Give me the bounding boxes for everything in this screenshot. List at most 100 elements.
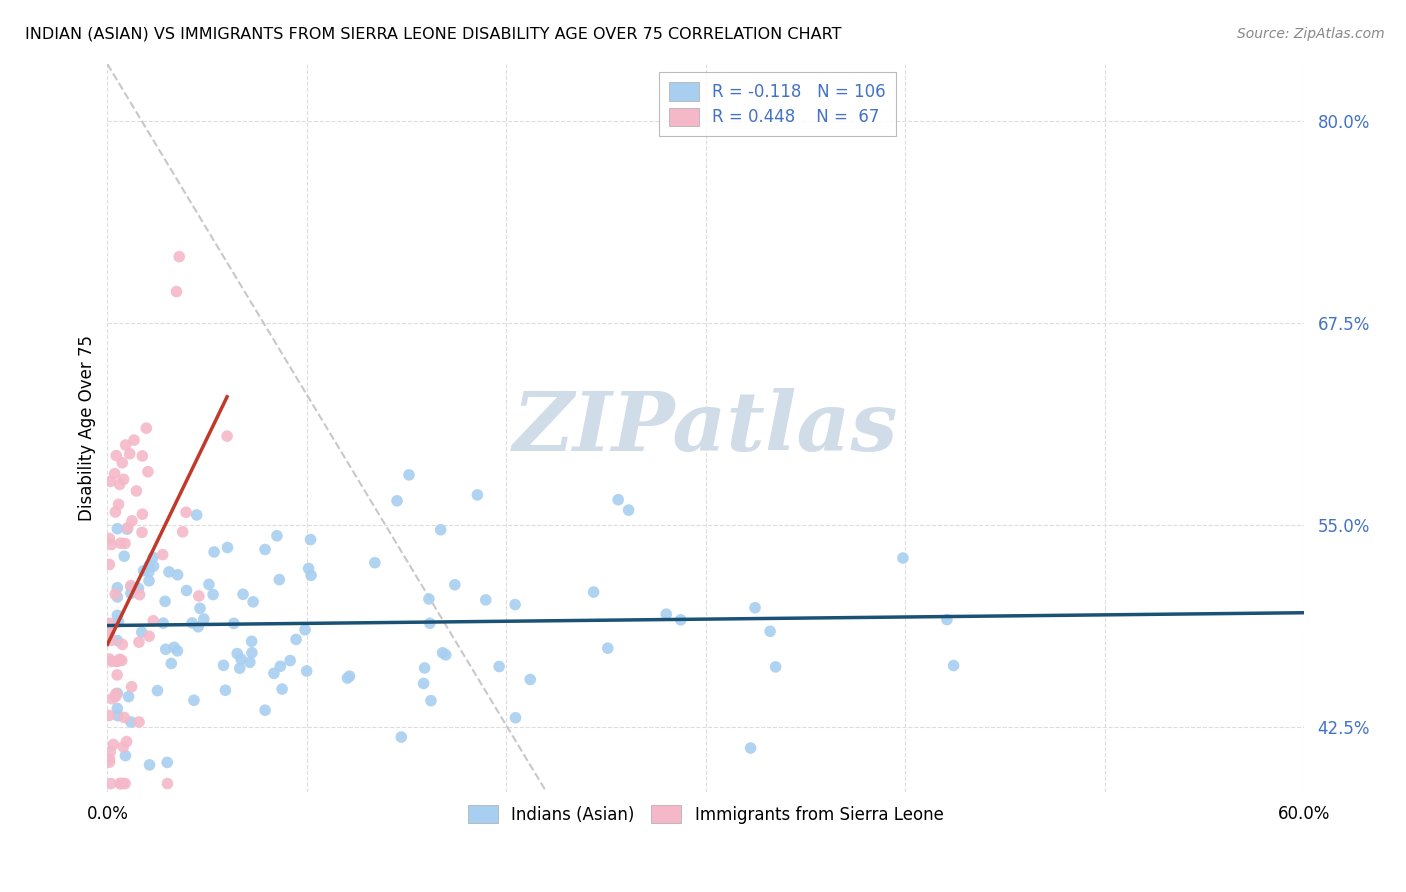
Point (759, 624, 782, 639)
Point (160, 657, 183, 671)
Point (105, 590, 128, 604)
Point (891, 551, 914, 566)
Point (419, 616, 441, 631)
Point (942, 658, 965, 673)
Point (100, 655, 122, 669)
Point (127, 582, 149, 596)
Point (110, 776, 132, 790)
Point (120, 580, 142, 594)
Point (155, 642, 177, 657)
Point (105, 654, 128, 668)
Point (104, 690, 127, 704)
Point (294, 623, 316, 637)
Point (114, 776, 136, 790)
Text: Source: ZipAtlas.com: Source: ZipAtlas.com (1237, 27, 1385, 41)
Point (418, 591, 440, 606)
Point (166, 567, 188, 582)
Point (156, 776, 179, 790)
Point (240, 634, 263, 648)
Point (519, 673, 541, 687)
Point (105, 608, 128, 623)
Point (122, 433, 145, 447)
Point (111, 776, 134, 790)
Text: INDIAN (ASIAN) VS IMMIGRANTS FROM SIERRA LEONE DISABILITY AGE OVER 75 CORRELATIO: INDIAN (ASIAN) VS IMMIGRANTS FROM SIERRA… (25, 27, 842, 42)
Point (110, 776, 132, 790)
Point (389, 730, 412, 744)
Point (138, 574, 160, 588)
Point (242, 595, 264, 609)
Point (617, 503, 640, 517)
Point (202, 588, 225, 602)
Point (156, 756, 179, 770)
Point (432, 646, 454, 660)
Point (172, 524, 194, 539)
Point (193, 612, 215, 626)
Point (174, 505, 197, 519)
Point (98, 475, 121, 489)
Point (443, 578, 465, 592)
Point (385, 493, 408, 508)
Point (186, 508, 208, 522)
Point (114, 536, 136, 550)
Point (142, 559, 165, 574)
Point (104, 687, 127, 701)
Point (118, 447, 141, 461)
Point (254, 703, 277, 717)
Point (215, 429, 238, 443)
Point (398, 467, 420, 482)
Point (107, 615, 129, 629)
Point (214, 683, 236, 698)
Point (117, 521, 139, 535)
Point (105, 686, 128, 700)
Point (136, 465, 159, 479)
Point (98, 616, 121, 631)
Point (263, 666, 285, 681)
Point (105, 449, 128, 463)
Point (669, 613, 692, 627)
Point (429, 523, 451, 537)
Point (98, 652, 121, 666)
Point (266, 529, 288, 543)
Point (505, 711, 527, 725)
Point (112, 739, 135, 754)
Point (269, 659, 291, 673)
Point (157, 565, 180, 579)
Point (142, 550, 165, 565)
Point (98, 745, 121, 759)
Point (146, 683, 169, 698)
Point (142, 614, 165, 628)
Point (104, 587, 127, 601)
Point (131, 625, 153, 640)
Point (100, 537, 122, 551)
Point (166, 285, 188, 299)
Point (120, 579, 142, 593)
Point (228, 661, 250, 675)
Point (120, 586, 142, 600)
Legend: Indians (Asian), Immigrants from Sierra Leone: Indians (Asian), Immigrants from Sierra … (461, 798, 950, 830)
Point (111, 654, 134, 668)
Point (105, 668, 128, 682)
Point (103, 738, 125, 752)
Point (131, 449, 153, 463)
Point (108, 477, 131, 491)
Point (226, 647, 249, 661)
Point (138, 558, 160, 573)
Point (222, 616, 245, 631)
Point (105, 633, 128, 648)
Point (108, 652, 131, 666)
Point (765, 660, 787, 674)
Point (596, 641, 619, 656)
Point (110, 536, 132, 550)
Point (299, 533, 322, 547)
Point (107, 708, 129, 723)
Point (98, 752, 121, 766)
Point (183, 693, 205, 707)
Point (434, 648, 457, 662)
Point (744, 600, 766, 615)
Point (114, 438, 136, 452)
Point (98, 558, 121, 572)
Point (188, 601, 211, 615)
Point (187, 620, 209, 634)
Point (128, 635, 150, 649)
Point (152, 548, 174, 562)
